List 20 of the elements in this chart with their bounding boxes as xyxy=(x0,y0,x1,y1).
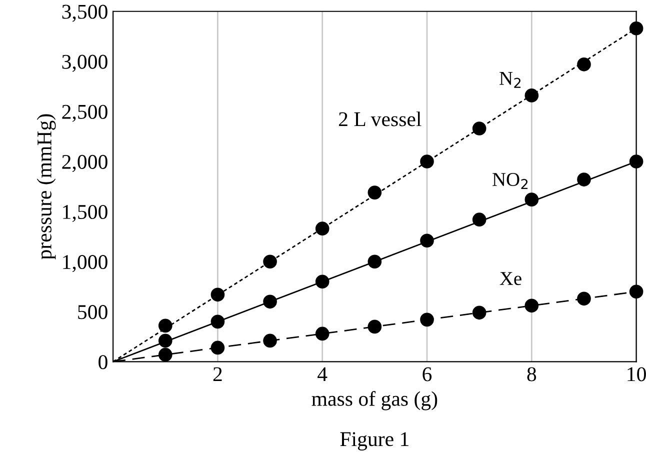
y-tick-label: 2,500 xyxy=(62,104,108,122)
caption: Figure 1 xyxy=(340,432,408,450)
y-tick-label: 2,000 xyxy=(62,154,108,172)
x-tick-label: 6 xyxy=(422,367,432,382)
x-tick-label: 10 xyxy=(628,367,646,382)
x-tick-label: 4 xyxy=(318,367,328,382)
series-label: NO$_{2}$ xyxy=(492,172,528,190)
x-tick-label: 8 xyxy=(527,367,536,382)
annotation: 2 L vessel xyxy=(338,112,422,126)
y-tick-label: 1,000 xyxy=(63,255,108,272)
x-tick-label: 2 xyxy=(213,367,222,382)
y-tick-label: 1,500 xyxy=(63,204,108,222)
series-label: Xe xyxy=(500,272,522,286)
y-tick-label: 3,000 xyxy=(62,54,108,72)
y-tick-label: 500 xyxy=(78,305,108,320)
series-label: N$_{2}$ xyxy=(500,72,520,88)
y-tick-label: 3,500 xyxy=(62,4,108,22)
y-tick-label: 0 xyxy=(98,355,108,370)
x-axis-title: mass of gas (g) xyxy=(312,391,438,410)
y-axis-title: pressure (mmHg) xyxy=(36,114,56,260)
